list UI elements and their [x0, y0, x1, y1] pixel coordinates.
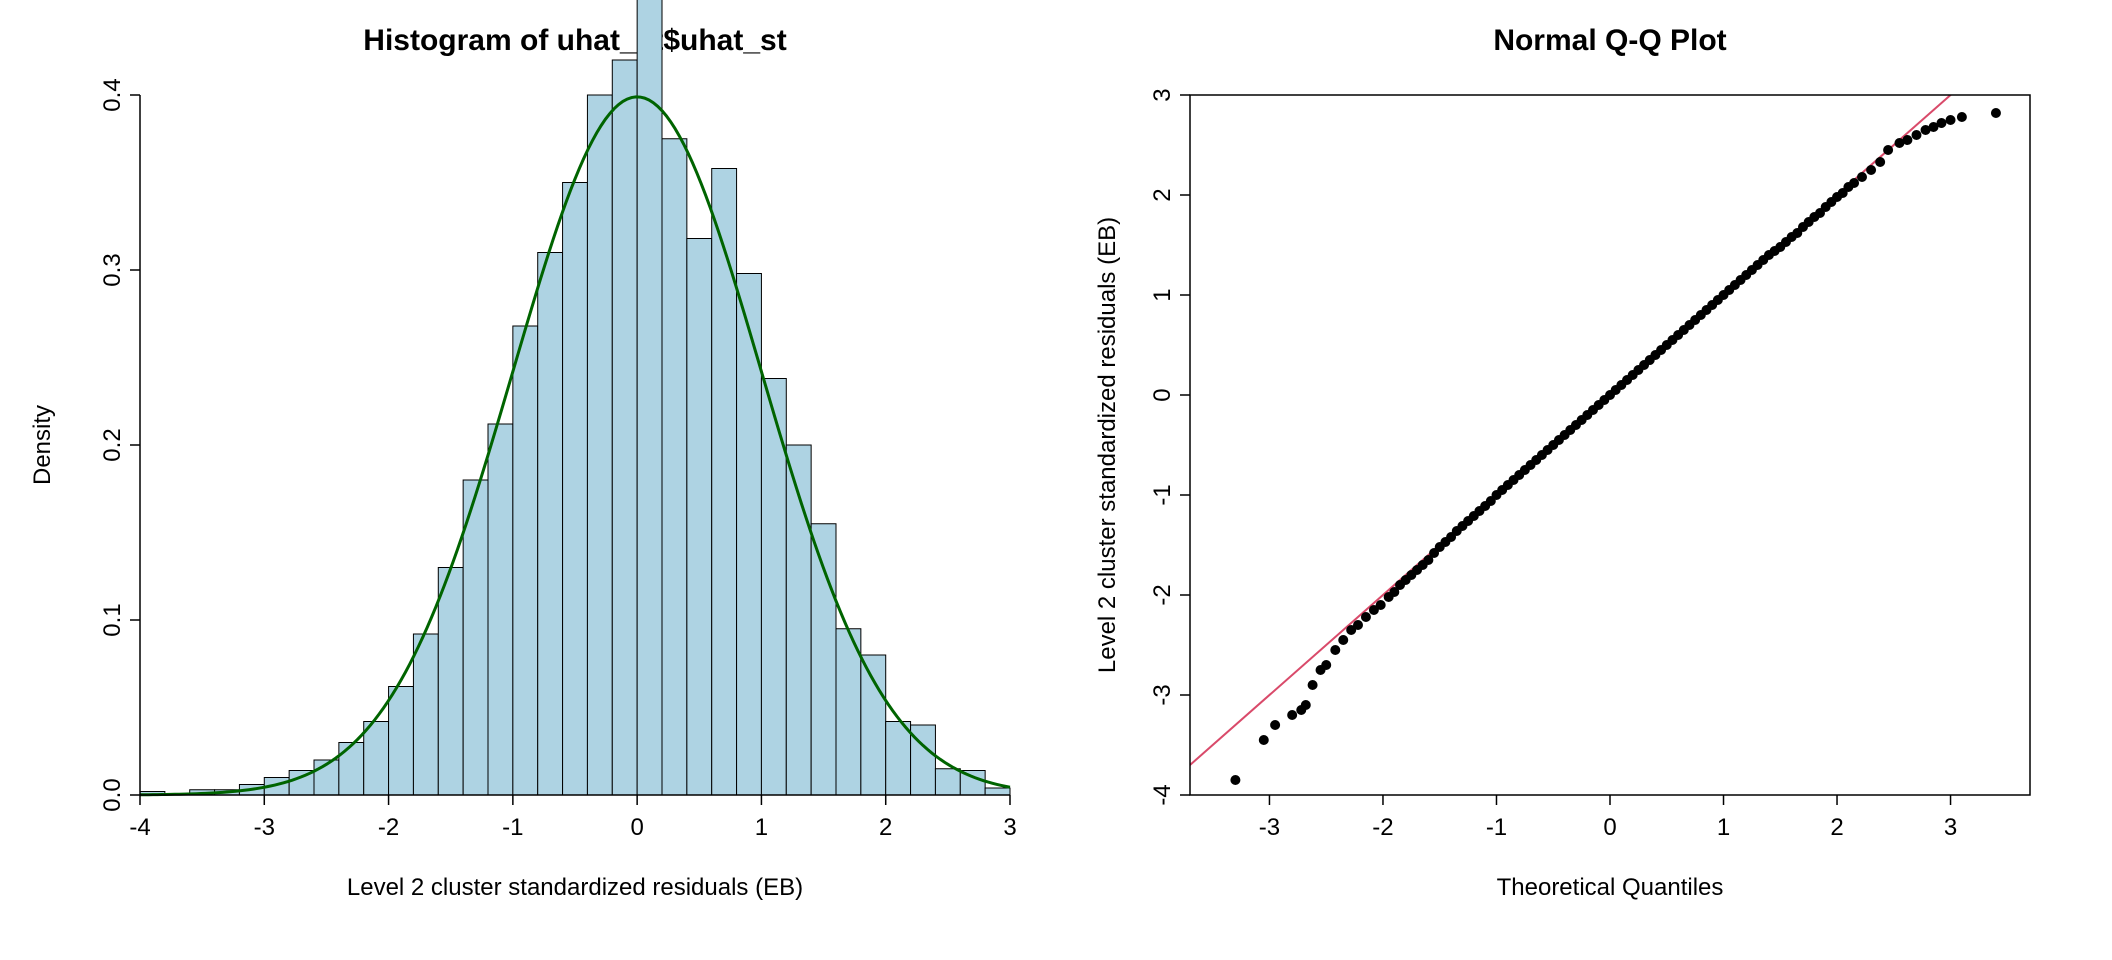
histogram-bar	[389, 687, 414, 796]
histogram-bar	[339, 743, 364, 796]
y-tick-label: 0.4	[99, 78, 126, 111]
y-tick-label: 3	[1149, 88, 1176, 101]
histogram-ylabel: Density	[29, 405, 56, 485]
qq-point	[1321, 660, 1331, 670]
histogram-bar	[712, 169, 737, 796]
qq-point	[1991, 108, 2001, 118]
x-tick-label: -2	[1372, 814, 1393, 841]
y-tick-label: 0.2	[99, 428, 126, 461]
figure-svg: Histogram of uhat_st$uhat_st -4 -3 -2 -1 0 1 2 3…	[0, 0, 2112, 960]
histogram-bar	[861, 655, 886, 795]
qq-point	[1230, 775, 1240, 785]
histogram-bar	[985, 788, 1010, 795]
histogram-title: Histogram of uhat_st$uhat_st	[363, 24, 786, 57]
histogram-bar	[563, 183, 588, 796]
qqplot-xlabel: Theoretical Quantiles	[1497, 874, 1724, 901]
qq-point	[1911, 130, 1921, 140]
histogram-bar	[364, 722, 389, 796]
x-tick-label: -4	[129, 814, 150, 841]
x-tick-label: 3	[1944, 814, 1957, 841]
qq-point	[1259, 735, 1269, 745]
qq-point	[1270, 720, 1280, 730]
qq-point	[1376, 600, 1386, 610]
histogram-bar	[637, 0, 662, 795]
qq-point	[1857, 172, 1867, 182]
qqplot-ylabel: Level 2 cluster standardized residuals (…	[1094, 217, 1121, 673]
y-tick-label: -3	[1149, 684, 1176, 705]
y-tick-label: -1	[1149, 484, 1176, 505]
qq-point	[1866, 165, 1876, 175]
histogram-bar	[513, 326, 538, 795]
qq-point	[1361, 612, 1371, 622]
x-tick-label: -1	[1486, 814, 1507, 841]
y-tick-label: 1	[1149, 288, 1176, 301]
histogram-bar	[413, 634, 438, 795]
x-tick-label: 2	[1830, 814, 1843, 841]
histogram-bar	[662, 139, 687, 795]
x-tick-label: -2	[378, 814, 399, 841]
qq-point	[1936, 118, 1946, 128]
histogram-bar	[935, 769, 960, 795]
x-tick-label: 2	[879, 814, 892, 841]
histogram-xlabel: Level 2 cluster standardized residuals (…	[347, 874, 803, 901]
x-tick-label: 0	[1603, 814, 1616, 841]
x-tick-label: 0	[630, 814, 643, 841]
qq-point	[1301, 700, 1311, 710]
histogram-bar	[836, 629, 861, 795]
y-tick-label: 0	[1149, 388, 1176, 401]
y-tick-label: 0.3	[99, 253, 126, 286]
histogram-bar	[538, 253, 563, 796]
qq-point	[1957, 112, 1967, 122]
y-tick-label: -4	[1149, 784, 1176, 805]
histogram-bar	[438, 568, 463, 796]
histogram-bar	[737, 274, 762, 796]
x-tick-label: 1	[755, 814, 768, 841]
x-tick-label: 3	[1003, 814, 1016, 841]
qq-point	[1902, 135, 1912, 145]
x-tick-label: -3	[1259, 814, 1280, 841]
histogram-bar	[687, 239, 712, 796]
histogram-bar	[463, 480, 488, 795]
histogram-bar	[886, 722, 911, 796]
histogram-bar	[612, 60, 637, 795]
qq-point	[1353, 620, 1363, 630]
histogram-bar	[488, 424, 513, 795]
x-tick-label: -3	[254, 814, 275, 841]
qq-point	[1875, 157, 1885, 167]
qq-point	[1330, 645, 1340, 655]
y-tick-label: -2	[1149, 584, 1176, 605]
qq-point	[1849, 178, 1859, 188]
qq-point	[1946, 115, 1956, 125]
histogram-bar	[587, 95, 612, 795]
y-tick-label: 0.0	[99, 778, 126, 811]
qqplot-title: Normal Q-Q Plot	[1493, 24, 1726, 57]
y-tick-label: 0.1	[99, 603, 126, 636]
x-tick-label: 1	[1717, 814, 1730, 841]
x-tick-label: -1	[502, 814, 523, 841]
qq-point	[1287, 710, 1297, 720]
figure-canvas: Histogram of uhat_st$uhat_st -4 -3 -2 -1 0 1 2 3…	[0, 0, 2112, 960]
qq-point	[1338, 635, 1348, 645]
qq-point	[1308, 680, 1318, 690]
y-tick-label: 2	[1149, 188, 1176, 201]
qq-point	[1883, 145, 1893, 155]
